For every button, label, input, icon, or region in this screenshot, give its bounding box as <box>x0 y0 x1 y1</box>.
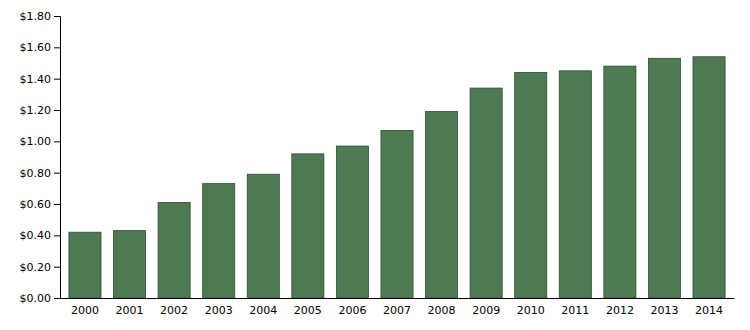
y-tick: $1.20 <box>20 104 61 117</box>
x-tick-label: 2006 <box>338 304 366 317</box>
x-tick-label: 2014 <box>695 304 723 317</box>
y-tick-mark <box>54 267 60 268</box>
x-tick-label: 2000 <box>71 304 99 317</box>
y-tick: $0.60 <box>20 198 61 211</box>
bar <box>203 184 235 298</box>
x-tick-label: 2011 <box>561 304 589 317</box>
bar <box>113 231 145 298</box>
x-tick-label: 2003 <box>205 304 233 317</box>
x-tick-label: 2013 <box>650 304 678 317</box>
x-tick: 2014 <box>695 304 723 317</box>
y-tick: $1.00 <box>20 135 61 148</box>
x-tick-label: 2001 <box>116 304 144 317</box>
x-tick-label: 2010 <box>517 304 545 317</box>
bar <box>604 66 636 298</box>
x-tick-label: 2007 <box>383 304 411 317</box>
y-tick-label: $0.20 <box>20 261 52 274</box>
y-tick: $0.00 <box>20 292 61 305</box>
y-tick-label: $1.40 <box>20 73 52 86</box>
x-tick-label: 2004 <box>249 304 277 317</box>
plot: 2000 2001 2002 2003 2004 2005 2006 2007 2008 2009… <box>20 10 735 317</box>
x-tick: 2005 <box>294 304 322 317</box>
y-axis: $0.00 $0.20 $0.40 $0.60 $0.80 $1.00 $1.20 $1.40… <box>20 10 61 305</box>
x-axis: 2000 2001 2002 2003 2004 2005 2006 2007 2008 2009… <box>61 299 735 317</box>
x-tick: 2011 <box>561 304 589 317</box>
x-tick-label: 2002 <box>160 304 188 317</box>
y-tick: $0.20 <box>20 261 61 274</box>
y-tick-label: $1.00 <box>20 135 52 148</box>
y-tick-mark <box>54 79 60 80</box>
bar <box>381 130 413 298</box>
y-tick-label: $1.60 <box>20 41 52 54</box>
y-tick-mark <box>54 141 60 142</box>
y-tick: $1.80 <box>20 10 61 23</box>
y-tick-mark <box>54 47 60 48</box>
bar <box>515 72 547 298</box>
y-tick-label: $1.80 <box>20 10 52 23</box>
x-tick: 2008 <box>428 304 456 317</box>
y-tick-mark <box>54 16 60 17</box>
bars <box>69 57 725 298</box>
bar <box>292 154 324 298</box>
bar <box>470 88 502 298</box>
y-tick: $0.40 <box>20 229 61 242</box>
x-tick-label: 2005 <box>294 304 322 317</box>
y-axis-line <box>54 17 61 299</box>
y-tick: $0.80 <box>20 167 61 180</box>
y-tick: $1.60 <box>20 41 61 54</box>
bar <box>336 146 368 298</box>
x-tick: 2006 <box>338 304 366 317</box>
x-tick: 2010 <box>517 304 545 317</box>
y-tick-label: $0.00 <box>20 292 52 305</box>
bar <box>648 58 680 298</box>
y-tick-mark <box>54 298 60 299</box>
bar <box>247 174 279 298</box>
x-tick: 2001 <box>116 304 144 317</box>
x-tick: 2004 <box>249 304 277 317</box>
x-tick: 2013 <box>650 304 678 317</box>
bar <box>426 112 458 298</box>
x-tick-label: 2009 <box>472 304 500 317</box>
bar <box>69 232 101 298</box>
y-tick: $1.40 <box>20 73 61 86</box>
x-tick-label: 2008 <box>428 304 456 317</box>
y-tick-label: $0.40 <box>20 229 52 242</box>
x-tick: 2002 <box>160 304 188 317</box>
x-tick: 2000 <box>71 304 99 317</box>
bar <box>158 202 190 298</box>
x-tick: 2003 <box>205 304 233 317</box>
y-tick-mark <box>54 235 60 236</box>
x-axis-line <box>61 298 735 299</box>
x-tick: 2012 <box>606 304 634 317</box>
x-tick-label: 2012 <box>606 304 634 317</box>
y-tick-label: $0.60 <box>20 198 52 211</box>
y-tick-mark <box>54 110 60 111</box>
chart: 2000 2001 2002 2003 2004 2005 2006 2007 2008 2009… <box>0 0 750 330</box>
y-tick-label: $0.80 <box>20 167 52 180</box>
bar <box>693 57 725 298</box>
y-tick-mark <box>54 204 60 205</box>
x-tick: 2009 <box>472 304 500 317</box>
y-tick-label: $1.20 <box>20 104 52 117</box>
y-tick-mark <box>54 173 60 174</box>
x-tick: 2007 <box>383 304 411 317</box>
bar <box>559 71 591 298</box>
